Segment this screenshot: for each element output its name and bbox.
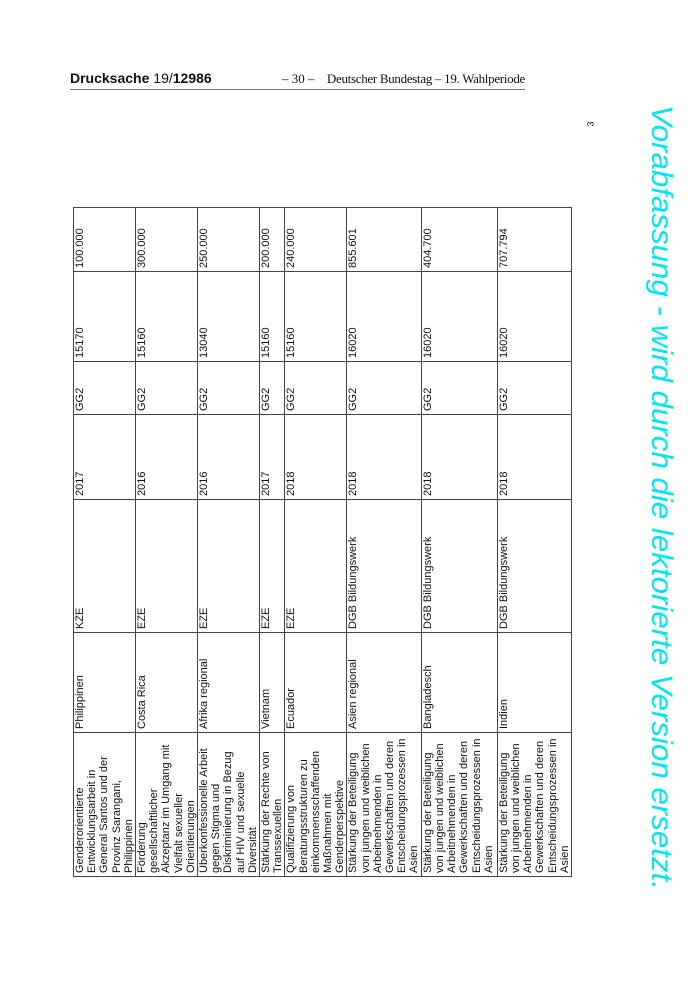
cell-project-title: Stärkung der Beteiligung von jungen und … [421,732,498,877]
cell-amount: 404.700 [421,207,498,272]
cell-year: 2018 [421,414,498,500]
cell-amount: 300.000 [135,207,198,272]
watermark: Vorabfassung - wird durch die lektoriert… [645,105,678,890]
cell-organisation: DGB Bildungswerk [421,499,498,633]
cell-country: Ecuador [284,632,347,733]
cell-organisation: DGB Bildungswerk [497,499,572,633]
cell-project-title: Stärkung der Beteiligung von jungen und … [497,732,572,877]
cell-project-title: Qualifizierung von Beratungsstrukturen z… [284,732,347,877]
cell-organisation: EZE [135,499,198,633]
cell-project-title: Förderung gesellschaftlicher Akzeptanz i… [135,732,198,877]
cell-crs-code: 15170 [73,271,136,362]
cell-project-title: Genderorientierte Entwicklungsarbeit in … [73,732,136,877]
table-row: Genderorientierte Entwicklungsarbeit in … [73,207,136,877]
cell-crs-code: 16020 [421,271,498,362]
cell-amount: 240.000 [284,207,347,272]
cell-country: Indien [497,632,572,733]
cell-marker: GG2 [259,361,285,415]
footnote-marker: 3 [585,121,596,127]
cell-crs-code: 16020 [346,271,422,362]
cell-year: 2018 [497,414,572,500]
cell-marker: GG2 [346,361,422,415]
table-row: Überkonfessionelle Arbeit gegen Stigma u… [197,207,260,877]
cell-crs-code: 16020 [497,271,572,362]
cell-project-title: Stärkung der Rechte von Transsexuellen [259,732,285,877]
table-row: Qualifizierung von Beratungsstrukturen z… [284,207,347,877]
cell-project-title: Stärkung der Beteiligung von jungen und … [346,732,422,877]
funding-table: Genderorientierte Entwicklungsarbeit in … [73,207,572,877]
table-row: Stärkung der Beteiligung von jungen und … [346,207,422,877]
cell-year: 2016 [135,414,198,500]
doc-label: Drucksache [70,70,150,86]
cell-amount: 200.000 [259,207,285,272]
doc-number-prefix: 19/ [153,70,173,86]
cell-marker: GG2 [284,361,347,415]
doc-number: 12986 [172,70,212,86]
cell-year: 2017 [259,414,285,500]
cell-country: Philippinen [73,632,136,733]
cell-crs-code: 15160 [259,271,285,362]
cell-country: Costa Rica [135,632,198,733]
cell-crs-code: 15160 [135,271,198,362]
cell-amount: 855.601 [346,207,422,272]
cell-marker: GG2 [497,361,572,415]
page-number: – 30 – [282,71,315,86]
cell-organisation: EZE [197,499,260,633]
cell-crs-code: 15160 [284,271,347,362]
publisher: Deutscher Bundestag – 19. Wahlperiode [326,71,525,86]
table-row: Stärkung der Rechte von Transsexuellen Vi… [259,207,285,877]
table-row: Stärkung der Beteiligung von jungen und … [497,207,572,877]
cell-marker: GG2 [73,361,136,415]
table-row: Förderung gesellschaftlicher Akzeptanz i… [135,207,198,877]
cell-amount: 707.794 [497,207,572,272]
cell-marker: GG2 [197,361,260,415]
cell-amount: 250.000 [197,207,260,272]
cell-marker: GG2 [421,361,498,415]
cell-organisation: EZE [259,499,285,633]
cell-marker: GG2 [135,361,198,415]
cell-crs-code: 13040 [197,271,260,362]
cell-year: 2018 [346,414,422,500]
cell-country: Afrika regional [197,632,260,733]
cell-project-title: Überkonfessionelle Arbeit gegen Stigma u… [197,732,260,877]
cell-year: 2018 [284,414,347,500]
watermark-text: Vorabfassung - wird durch die lektoriert… [645,105,678,890]
page-header: Drucksache 19/12986 – 30 – Deutscher Bun… [70,70,525,90]
cell-amount: 100.000 [73,207,136,272]
cell-country: Vietnam [259,632,285,733]
cell-organisation: KZE [73,499,136,633]
cell-organisation: EZE [284,499,347,633]
cell-year: 2016 [197,414,260,500]
document-id: Drucksache 19/12986 [70,70,212,86]
cell-country: Asien regional [346,632,422,733]
cell-country: Bangladesch [421,632,498,733]
cell-year: 2017 [73,414,136,500]
cell-organisation: DGB Bildungswerk [346,499,422,633]
table-row: Stärkung der Beteiligung von jungen und … [421,207,498,877]
